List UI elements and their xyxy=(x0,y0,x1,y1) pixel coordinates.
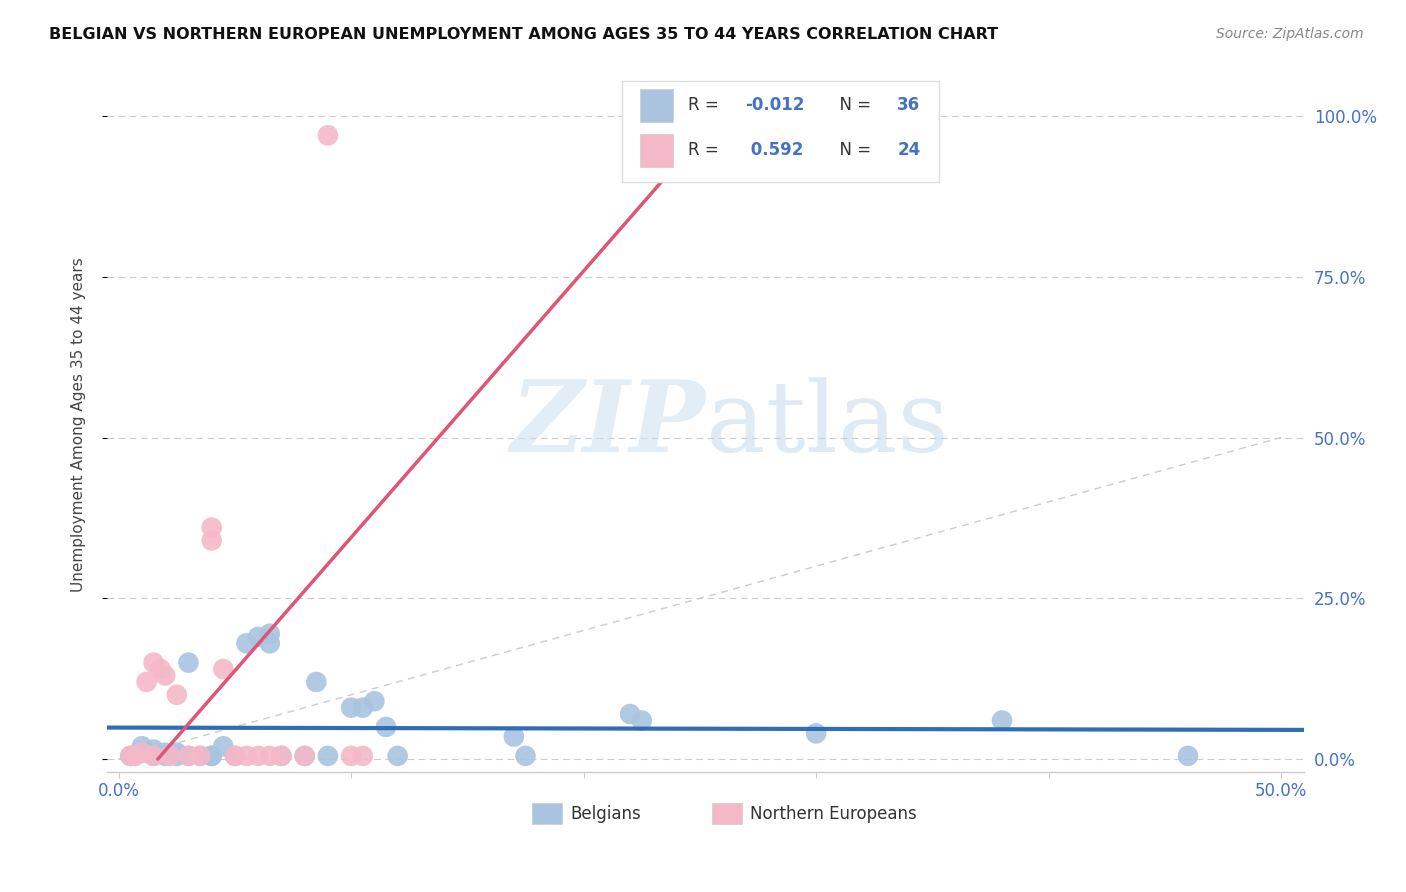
Point xyxy=(515,748,537,763)
Point xyxy=(235,636,257,650)
FancyBboxPatch shape xyxy=(621,81,939,182)
Text: -0.012: -0.012 xyxy=(745,96,804,114)
Point xyxy=(120,748,142,763)
Point xyxy=(142,742,165,756)
Point xyxy=(259,748,281,763)
Point xyxy=(188,748,211,763)
Point xyxy=(131,739,153,754)
Text: BELGIAN VS NORTHERN EUROPEAN UNEMPLOYMENT AMONG AGES 35 TO 44 YEARS CORRELATION : BELGIAN VS NORTHERN EUROPEAN UNEMPLOYMEN… xyxy=(49,27,998,42)
Text: Northern Europeans: Northern Europeans xyxy=(749,805,917,822)
Point xyxy=(991,714,1014,728)
Point xyxy=(316,748,339,763)
Point xyxy=(804,726,827,740)
Point xyxy=(201,520,224,534)
Point xyxy=(166,746,188,760)
Point xyxy=(177,656,200,670)
Text: Belgians: Belgians xyxy=(571,805,641,822)
Text: R =: R = xyxy=(688,141,724,160)
Point xyxy=(387,748,409,763)
Point xyxy=(1177,748,1199,763)
Point xyxy=(305,675,328,690)
Point xyxy=(131,746,153,760)
Point xyxy=(201,748,224,763)
Point xyxy=(340,700,363,714)
Point xyxy=(212,662,235,676)
Point xyxy=(166,748,188,763)
Point xyxy=(259,626,281,640)
Y-axis label: Unemployment Among Ages 35 to 44 years: Unemployment Among Ages 35 to 44 years xyxy=(72,257,86,592)
Point xyxy=(270,748,292,763)
Text: 24: 24 xyxy=(897,141,921,160)
Text: atlas: atlas xyxy=(706,376,949,473)
Point xyxy=(247,748,270,763)
Point xyxy=(177,748,200,763)
Point xyxy=(259,636,281,650)
Point xyxy=(149,662,172,676)
Point xyxy=(340,748,363,763)
Point xyxy=(224,748,246,763)
Point xyxy=(142,656,165,670)
Point xyxy=(363,694,385,708)
Point xyxy=(153,746,176,760)
Bar xyxy=(531,803,562,824)
Text: Source: ZipAtlas.com: Source: ZipAtlas.com xyxy=(1216,27,1364,41)
Point xyxy=(201,533,224,548)
Point xyxy=(153,748,176,763)
Point xyxy=(270,748,292,763)
Point xyxy=(188,748,211,763)
Point xyxy=(159,748,181,763)
Point xyxy=(630,714,652,728)
Point xyxy=(142,748,165,763)
Point xyxy=(352,700,374,714)
Point xyxy=(135,675,157,690)
Point xyxy=(502,730,524,744)
Point xyxy=(212,739,235,754)
Point xyxy=(124,748,146,763)
Point xyxy=(294,748,316,763)
Text: N =: N = xyxy=(830,96,876,114)
Point xyxy=(375,720,398,734)
Point xyxy=(166,688,188,702)
Point xyxy=(224,748,246,763)
Point xyxy=(316,128,339,143)
Bar xyxy=(640,88,673,122)
Point xyxy=(201,748,224,763)
Point xyxy=(294,748,316,763)
Point xyxy=(142,748,165,763)
Point xyxy=(619,707,641,722)
Text: ZIP: ZIP xyxy=(510,376,706,473)
Point xyxy=(131,746,153,760)
Point xyxy=(352,748,374,763)
Point xyxy=(247,630,270,644)
Point xyxy=(235,748,257,763)
Text: 0.592: 0.592 xyxy=(745,141,803,160)
Text: 36: 36 xyxy=(897,96,921,114)
Point xyxy=(120,748,142,763)
Text: R =: R = xyxy=(688,96,724,114)
Point xyxy=(177,748,200,763)
Point xyxy=(153,668,176,682)
Bar xyxy=(640,134,673,167)
Bar xyxy=(711,803,741,824)
Text: N =: N = xyxy=(830,141,876,160)
